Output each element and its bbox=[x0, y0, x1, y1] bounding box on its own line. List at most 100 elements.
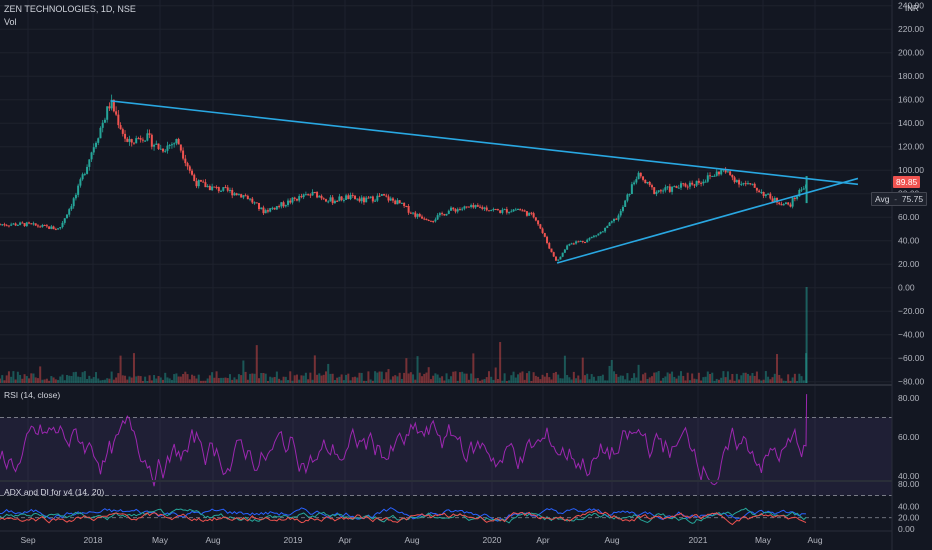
candle-body bbox=[537, 220, 540, 225]
adx-title[interactable]: ADX and DI for v4 (14, 20) bbox=[4, 487, 105, 497]
candle-body bbox=[519, 209, 522, 211]
volume-bar bbox=[706, 371, 709, 383]
volume-bar bbox=[619, 375, 622, 383]
candle-body bbox=[778, 202, 781, 205]
volume-bar bbox=[755, 371, 758, 383]
candle-body bbox=[226, 187, 229, 191]
candle-body bbox=[302, 194, 305, 198]
candle-body bbox=[487, 210, 490, 212]
x-tick-label: 2019 bbox=[284, 535, 303, 545]
volume-bar bbox=[461, 371, 464, 383]
candle-body bbox=[354, 195, 357, 200]
candle-body bbox=[604, 227, 607, 232]
rsi-line bbox=[0, 394, 808, 487]
volume-bar bbox=[130, 377, 133, 383]
candle-body bbox=[800, 189, 803, 191]
x-tick-label: 2020 bbox=[483, 535, 502, 545]
adx-tick-label: 20.00 bbox=[898, 513, 920, 523]
volume-bar bbox=[97, 378, 100, 383]
volume-bar bbox=[715, 378, 718, 383]
volume-bar bbox=[407, 373, 410, 383]
y-tick-label: 60.00 bbox=[898, 212, 920, 222]
candle-body bbox=[387, 196, 390, 201]
volume-bar bbox=[331, 373, 334, 383]
candle-body bbox=[278, 206, 281, 208]
volume-bar bbox=[139, 376, 142, 383]
volume-bar bbox=[423, 373, 426, 383]
candle-body bbox=[523, 210, 526, 212]
volume-bar bbox=[132, 353, 135, 383]
trendlines[interactable] bbox=[110, 100, 859, 264]
candle-body bbox=[349, 195, 352, 199]
volume-bar bbox=[508, 380, 511, 383]
candle-body bbox=[309, 194, 312, 196]
candle-body bbox=[141, 139, 144, 141]
candle-body bbox=[273, 207, 276, 210]
candle-body bbox=[282, 202, 285, 207]
volume-bar bbox=[738, 379, 741, 383]
volume-bar bbox=[249, 373, 252, 383]
volume-bar bbox=[570, 379, 573, 383]
candle-body bbox=[550, 248, 553, 253]
candle-body bbox=[700, 182, 703, 184]
candle-body bbox=[510, 211, 513, 213]
volume-bar bbox=[668, 373, 671, 383]
volume-bar bbox=[72, 372, 75, 383]
volume-bar bbox=[144, 376, 147, 383]
volume-bar bbox=[702, 377, 705, 383]
x-tick-label: Apr bbox=[536, 535, 549, 545]
time-axis[interactable]: Sep 2018 May Aug 2019 Apr Aug 2020 Apr Aug 2021 May… bbox=[0, 530, 892, 545]
candle-body bbox=[780, 204, 783, 206]
volume-bar bbox=[530, 380, 533, 383]
candle-body bbox=[784, 202, 787, 205]
rsi-tick-label: 40.00 bbox=[898, 471, 920, 481]
volume-bar bbox=[164, 372, 167, 383]
candle-body bbox=[499, 210, 502, 213]
candle-body bbox=[525, 211, 528, 216]
candle-body bbox=[662, 190, 665, 192]
candle-body bbox=[63, 218, 66, 223]
candle-body bbox=[684, 183, 687, 187]
volume-bar bbox=[188, 379, 191, 383]
candle-body bbox=[720, 169, 723, 175]
volume-bar bbox=[445, 373, 448, 383]
volume-bar bbox=[103, 379, 106, 383]
volume-bar bbox=[648, 377, 651, 383]
volume-bar bbox=[454, 371, 457, 383]
candle-body bbox=[336, 200, 339, 202]
candle-body bbox=[467, 206, 470, 208]
volume-bar bbox=[637, 364, 640, 383]
volume-bar bbox=[258, 378, 261, 383]
volume-bar bbox=[753, 375, 756, 383]
volume-bar bbox=[304, 372, 307, 383]
volume-bar bbox=[494, 367, 497, 383]
volume-bar bbox=[472, 353, 475, 383]
volume-bar bbox=[601, 374, 604, 383]
volume-bar bbox=[244, 371, 247, 383]
volume-bar bbox=[592, 376, 595, 383]
candle-body bbox=[693, 184, 696, 186]
volume-bar bbox=[293, 375, 296, 383]
y-tick-label: 20.00 bbox=[898, 259, 920, 269]
volume-bar bbox=[41, 379, 44, 383]
volume-bar bbox=[240, 375, 243, 383]
rsi-title[interactable]: RSI (14, close) bbox=[4, 390, 61, 400]
volume-bar bbox=[659, 380, 662, 383]
volume-bar bbox=[626, 373, 629, 383]
candle-body bbox=[61, 222, 64, 228]
candle-body bbox=[39, 226, 42, 228]
volume-bar bbox=[233, 377, 236, 383]
candle-body bbox=[735, 180, 738, 183]
candle-body bbox=[628, 194, 631, 196]
candle-body bbox=[443, 214, 446, 216]
volume-bar bbox=[557, 374, 560, 383]
candle-body bbox=[432, 220, 435, 222]
candle-body bbox=[465, 206, 468, 208]
candle-body bbox=[86, 166, 89, 174]
candle-body bbox=[50, 226, 53, 229]
candle-body bbox=[438, 213, 441, 216]
candle-body bbox=[14, 223, 17, 226]
adx-tick-label: 0.00 bbox=[898, 524, 915, 534]
candle-body bbox=[369, 196, 372, 198]
